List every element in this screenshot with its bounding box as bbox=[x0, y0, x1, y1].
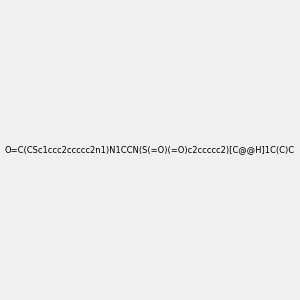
Text: O=C(CSc1ccc2ccccc2n1)N1CCN(S(=O)(=O)c2ccccc2)[C@@H]1C(C)C: O=C(CSc1ccc2ccccc2n1)N1CCN(S(=O)(=O)c2cc… bbox=[5, 146, 295, 154]
